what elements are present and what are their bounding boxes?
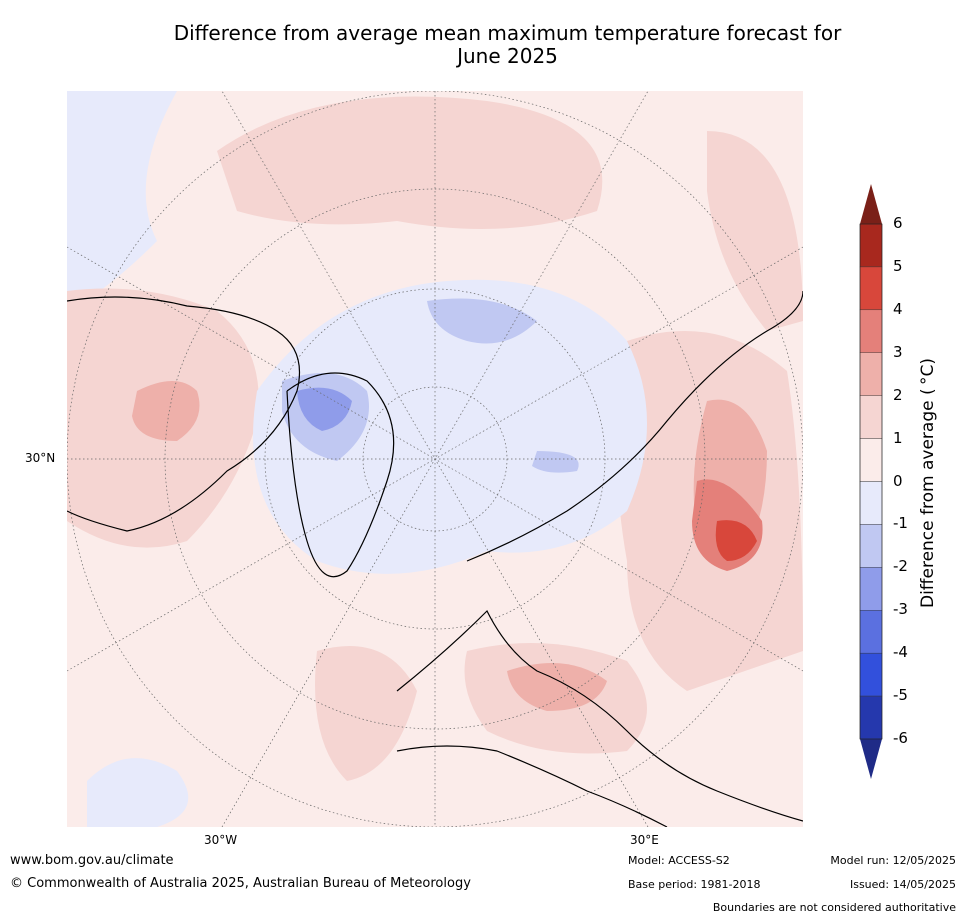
meridian-60e [67,246,803,672]
title-line-2: June 2025 [457,44,558,68]
coast-europe [396,609,803,822]
footer-base-period: Base period: 1981-2018 [628,878,761,891]
colorbar-bin [859,652,883,697]
colorbar-tick-label: -1 [893,514,908,533]
cool-siberia-2 [532,451,579,473]
tick-30w: 30°W [204,833,238,847]
coast-north-america [67,296,301,532]
hot-core-asia [715,520,757,561]
colorbar-tick-label: -4 [893,643,908,662]
map-canvas [67,91,803,827]
colorbar-tick-label: 5 [893,256,903,275]
colorbar-under-triangle [860,739,882,779]
footer-issued: Issued: 14/05/2025 [849,878,956,891]
tick-30n: 30°N [25,451,56,465]
colorbar-label: Difference from average ( °C) [918,357,938,609]
colorbar-tick-label: 3 [893,342,903,361]
colorbar-tick-label: 6 [893,214,903,232]
colorbar-bin [859,395,883,439]
coast-greenland [286,372,395,578]
colorbar-tick-label: -6 [893,729,908,747]
footer-copyright: © Commonwealth of Australia 2025, Austra… [10,876,471,891]
coastlines [67,290,803,827]
colorbar [859,184,883,779]
warm-patch-south [315,646,417,781]
footer-model: Model: ACCESS-S2 [628,854,730,867]
cool-greenland-2 [297,387,352,431]
tick-30e: 30°E [630,833,659,847]
colorbar-bin [859,266,883,311]
warm-band-north [217,96,603,229]
footer-website: www.bom.gov.au/climate [10,853,174,868]
colorbar-bin [859,438,883,482]
footer-model-run: Model run: 12/05/2025 [830,854,956,867]
lat-circle-45 [164,188,706,730]
colorbar-tick-label: -2 [893,557,908,576]
cool-siberia-1 [427,298,537,344]
colorbar-bins [859,223,883,740]
anomaly-fields [67,91,803,827]
colorbar-bin [859,352,883,396]
warm-patch-na-core [132,381,200,441]
graticule [67,91,803,827]
colorbar-bin [859,309,883,353]
warm-core-europe [507,663,607,711]
colorbar-tick-label: -3 [893,600,908,619]
forecast-map [67,91,803,827]
colorbar-tick-label: 4 [893,299,903,318]
cool-arctic [253,279,647,574]
lat-circle-60 [264,288,606,630]
colorbar-bin [859,567,883,611]
colorbar-bin [859,481,883,525]
colorbar-bin [859,695,883,740]
colorbar-bin [859,610,883,654]
cool-patch-west [67,91,177,311]
colorbar-bin [859,223,883,268]
footer-boundaries-note: Boundaries are not considered authoritat… [712,901,956,914]
warm-band-northeast [707,131,803,331]
map-title: Difference from average mean maximum tem… [110,22,905,68]
colorbar-outline [859,223,883,740]
colorbar-bin [859,524,883,568]
colorbar-tick-label: -5 [893,686,908,705]
coast-mediterranean [396,745,668,827]
title-line-1: Difference from average mean maximum tem… [173,21,842,45]
colorbar-tick-label: 2 [893,385,903,404]
colorbar-over-triangle [860,184,882,224]
colorbar-tick-label: 0 [893,471,903,490]
coast-eurasia [466,290,803,562]
cool-patch-sw [87,758,189,827]
colorbar-tick-label: 1 [893,428,903,447]
